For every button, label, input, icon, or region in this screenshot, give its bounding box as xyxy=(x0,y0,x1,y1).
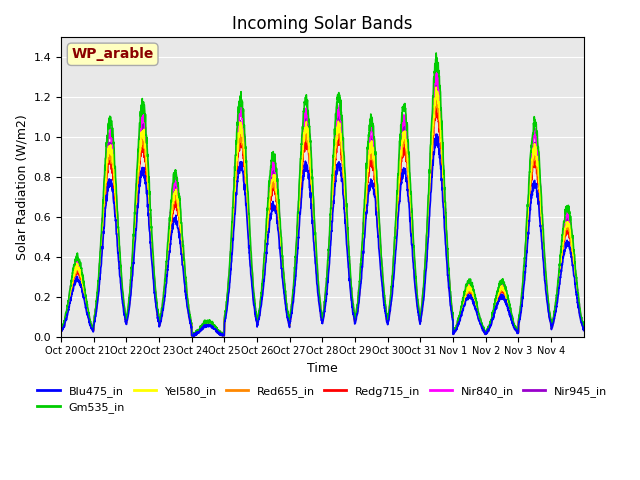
Redg715_in xyxy=(223,308,230,313)
Yel580_in xyxy=(189,334,197,339)
Text: WP_arable: WP_arable xyxy=(72,48,154,61)
Nir945_in xyxy=(433,81,440,86)
Gm535_in xyxy=(109,134,117,140)
Gm535_in xyxy=(354,301,362,307)
Nir945_in xyxy=(223,306,230,312)
Gm535_in xyxy=(433,50,440,56)
Nir945_in xyxy=(580,326,588,332)
Redg715_in xyxy=(509,322,517,327)
Nir840_in xyxy=(109,149,117,155)
Gm535_in xyxy=(57,327,65,333)
Line: Blu475_in: Blu475_in xyxy=(61,134,584,336)
Line: Gm535_in: Gm535_in xyxy=(61,53,584,336)
Yel580_in xyxy=(223,306,230,312)
Nir840_in xyxy=(57,328,65,334)
Gm535_in xyxy=(580,325,588,331)
Blu475_in xyxy=(573,291,580,297)
Blu475_in xyxy=(57,329,65,335)
Gm535_in xyxy=(509,319,517,324)
Redg715_in xyxy=(109,178,117,183)
Yel580_in xyxy=(573,282,580,288)
Nir840_in xyxy=(480,325,488,331)
Redg715_in xyxy=(57,329,65,335)
X-axis label: Time: Time xyxy=(307,362,338,375)
Line: Yel580_in: Yel580_in xyxy=(61,87,584,336)
Blu475_in xyxy=(509,323,517,328)
Red655_in xyxy=(354,305,362,311)
Gm535_in xyxy=(223,302,230,308)
Yel580_in xyxy=(480,325,488,331)
Legend: Blu475_in, Gm535_in, Yel580_in, Red655_in, Redg715_in, Nir840_in, Nir945_in: Blu475_in, Gm535_in, Yel580_in, Red655_i… xyxy=(33,381,612,418)
Nir840_in xyxy=(573,278,580,284)
Gm535_in xyxy=(480,324,488,330)
Red655_in xyxy=(109,167,117,173)
Red655_in xyxy=(580,327,588,333)
Yel580_in xyxy=(509,320,517,325)
Yel580_in xyxy=(57,328,65,334)
Blu475_in xyxy=(580,328,588,334)
Redg715_in xyxy=(480,326,488,332)
Blu475_in xyxy=(354,310,362,315)
Red655_in xyxy=(223,307,230,312)
Nir945_in xyxy=(189,334,197,339)
Y-axis label: Solar Radiation (W/m2): Solar Radiation (W/m2) xyxy=(15,114,28,260)
Line: Red655_in: Red655_in xyxy=(61,97,584,336)
Nir945_in xyxy=(354,304,362,310)
Nir945_in xyxy=(480,325,488,331)
Red655_in xyxy=(573,284,580,289)
Blu475_in xyxy=(109,195,117,201)
Redg715_in xyxy=(431,104,439,110)
Title: Incoming Solar Bands: Incoming Solar Bands xyxy=(232,15,413,33)
Red655_in xyxy=(480,326,488,332)
Redg715_in xyxy=(354,307,362,312)
Gm535_in xyxy=(189,334,197,339)
Line: Nir945_in: Nir945_in xyxy=(61,84,584,336)
Blu475_in xyxy=(223,311,230,317)
Yel580_in xyxy=(354,304,362,310)
Nir945_in xyxy=(509,320,517,325)
Nir840_in xyxy=(354,301,362,307)
Red655_in xyxy=(189,334,197,339)
Nir945_in xyxy=(109,156,117,162)
Redg715_in xyxy=(189,334,197,339)
Gm535_in xyxy=(573,275,580,280)
Nir840_in xyxy=(580,326,588,332)
Yel580_in xyxy=(109,159,117,165)
Nir840_in xyxy=(433,66,441,72)
Redg715_in xyxy=(573,288,580,293)
Nir945_in xyxy=(57,328,65,334)
Redg715_in xyxy=(580,327,588,333)
Line: Nir840_in: Nir840_in xyxy=(61,69,584,336)
Nir840_in xyxy=(223,304,230,310)
Blu475_in xyxy=(189,334,197,339)
Blu475_in xyxy=(480,327,488,333)
Red655_in xyxy=(433,94,440,100)
Nir840_in xyxy=(189,334,197,339)
Yel580_in xyxy=(433,84,440,90)
Nir840_in xyxy=(509,319,517,325)
Yel580_in xyxy=(580,326,588,332)
Nir945_in xyxy=(573,281,580,287)
Red655_in xyxy=(509,320,517,326)
Red655_in xyxy=(57,329,65,335)
Line: Redg715_in: Redg715_in xyxy=(61,107,584,336)
Blu475_in xyxy=(433,131,440,137)
